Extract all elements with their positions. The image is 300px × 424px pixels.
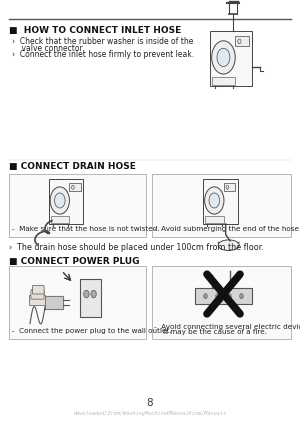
Ellipse shape bbox=[218, 240, 239, 251]
Circle shape bbox=[91, 290, 96, 298]
Polygon shape bbox=[45, 296, 63, 309]
Text: valve connector.: valve connector. bbox=[12, 44, 84, 53]
Circle shape bbox=[205, 187, 224, 214]
Text: -  Connect the power plug to the wall outlet.: - Connect the power plug to the wall out… bbox=[12, 328, 172, 334]
Text: -  Avoid submerging the end of the hose.: - Avoid submerging the end of the hose. bbox=[154, 226, 300, 232]
FancyBboxPatch shape bbox=[29, 295, 46, 305]
Bar bbox=[50, 216, 69, 223]
Bar bbox=[235, 36, 249, 46]
Circle shape bbox=[240, 293, 243, 298]
Circle shape bbox=[226, 185, 229, 190]
Text: -  Avoid connecting several electric devices,: - Avoid connecting several electric devi… bbox=[154, 324, 300, 330]
Circle shape bbox=[217, 48, 230, 67]
Bar bbox=[210, 31, 252, 86]
Text: ■ CONNECT POWER PLUG: ■ CONNECT POWER PLUG bbox=[9, 257, 140, 265]
Text: ■ CONNECT DRAIN HOSE: ■ CONNECT DRAIN HOSE bbox=[9, 162, 136, 171]
Bar bbox=[152, 266, 291, 339]
Circle shape bbox=[55, 193, 65, 208]
Circle shape bbox=[228, 293, 231, 298]
Text: ›  The drain hose should be placed under 100cm from the floor.: › The drain hose should be placed under … bbox=[9, 243, 264, 252]
Circle shape bbox=[50, 187, 69, 214]
Circle shape bbox=[204, 293, 207, 298]
Bar bbox=[9, 266, 146, 339]
Text: It may be the cause of a fire.: It may be the cause of a fire. bbox=[154, 329, 268, 335]
Text: downloaded/Zrom/WashingMachinePManualKcom/Manuals: downloaded/Zrom/WashingMachinePManualKco… bbox=[74, 411, 226, 416]
Text: ›  Connect the inlet hose firmly to prevent leak.: › Connect the inlet hose firmly to preve… bbox=[12, 50, 194, 59]
Circle shape bbox=[84, 290, 89, 298]
FancyBboxPatch shape bbox=[31, 290, 44, 299]
Circle shape bbox=[238, 39, 241, 44]
Text: 8: 8 bbox=[147, 398, 153, 408]
Bar bbox=[49, 179, 83, 224]
Bar bbox=[224, 183, 235, 192]
Circle shape bbox=[212, 41, 235, 74]
Bar bbox=[69, 183, 81, 192]
Circle shape bbox=[71, 185, 74, 190]
Text: ›  Check that the rubber washer is inside of the: › Check that the rubber washer is inside… bbox=[12, 37, 194, 46]
Circle shape bbox=[216, 293, 219, 298]
Bar bbox=[212, 77, 235, 85]
Bar bbox=[203, 179, 238, 224]
FancyBboxPatch shape bbox=[32, 286, 44, 294]
Circle shape bbox=[209, 193, 220, 208]
Bar bbox=[80, 279, 100, 317]
Bar bbox=[9, 174, 146, 237]
Bar bbox=[205, 216, 224, 223]
Text: ■  HOW TO CONNECT INLET HOSE: ■ HOW TO CONNECT INLET HOSE bbox=[9, 26, 181, 35]
Text: -  Make sure that the hose is not twisted.: - Make sure that the hose is not twisted… bbox=[12, 226, 160, 232]
Bar bbox=[152, 174, 291, 237]
Bar bbox=[195, 288, 252, 304]
